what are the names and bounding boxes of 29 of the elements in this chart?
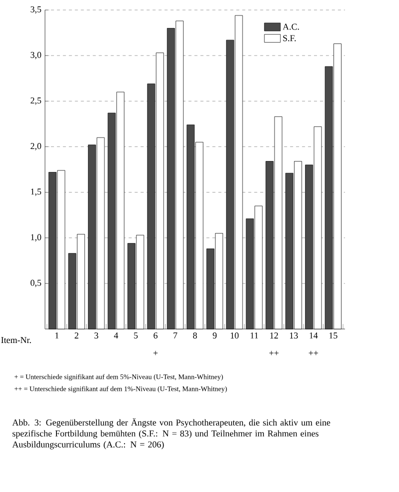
legend-label: A.C. — [282, 24, 299, 30]
y-tick-label: 3,0 — [30, 52, 42, 60]
x-tick-label: 1 — [55, 332, 59, 338]
legend-label: S.F. — [283, 35, 296, 42]
x-tick-label: 5 — [134, 332, 138, 338]
text: + — [153, 350, 158, 356]
x-tick-label: 11 — [250, 332, 258, 338]
x-tick-label: 9 — [212, 332, 217, 339]
x-tick-label: 15 — [329, 332, 338, 339]
y-tick-label: 1,0 — [31, 234, 42, 242]
x-tick-label: 10 — [230, 332, 239, 339]
x-tick-label: 8 — [193, 332, 197, 339]
y-tick-label: 2,5 — [30, 97, 42, 105]
y-tick-label: 1,5 — [31, 188, 42, 196]
y-tick-label: 0,5 — [30, 280, 42, 288]
y-tick-label: 2,0 — [30, 143, 42, 150]
x-tick-label: 7 — [174, 332, 178, 338]
text: ++ — [269, 350, 279, 356]
text: ++ — [308, 350, 318, 356]
y-tick-label: 3,5 — [30, 6, 42, 14]
x-axis-title: Item-Nr. — [1, 337, 31, 344]
x-tick-label: 2 — [74, 332, 78, 338]
x-tick-label: 12 — [270, 332, 278, 338]
x-tick-label: 4 — [114, 332, 118, 338]
x-tick-label: 14 — [310, 332, 318, 338]
x-tick-label: 6 — [154, 332, 158, 339]
x-tick-label: 13 — [290, 332, 298, 339]
x-tick-label: 3 — [94, 332, 98, 339]
caption: Abb. 3: Gegenüberstellung der Ängste von Psychotherapeuten, die sich aktiv um eine spezifische Fortbildung bemühten (S.F.: N = 83) und Teilnehmer im Rahmen eines Ausbildungscurriculums (A.C.: N = 206) — [12, 418, 330, 450]
